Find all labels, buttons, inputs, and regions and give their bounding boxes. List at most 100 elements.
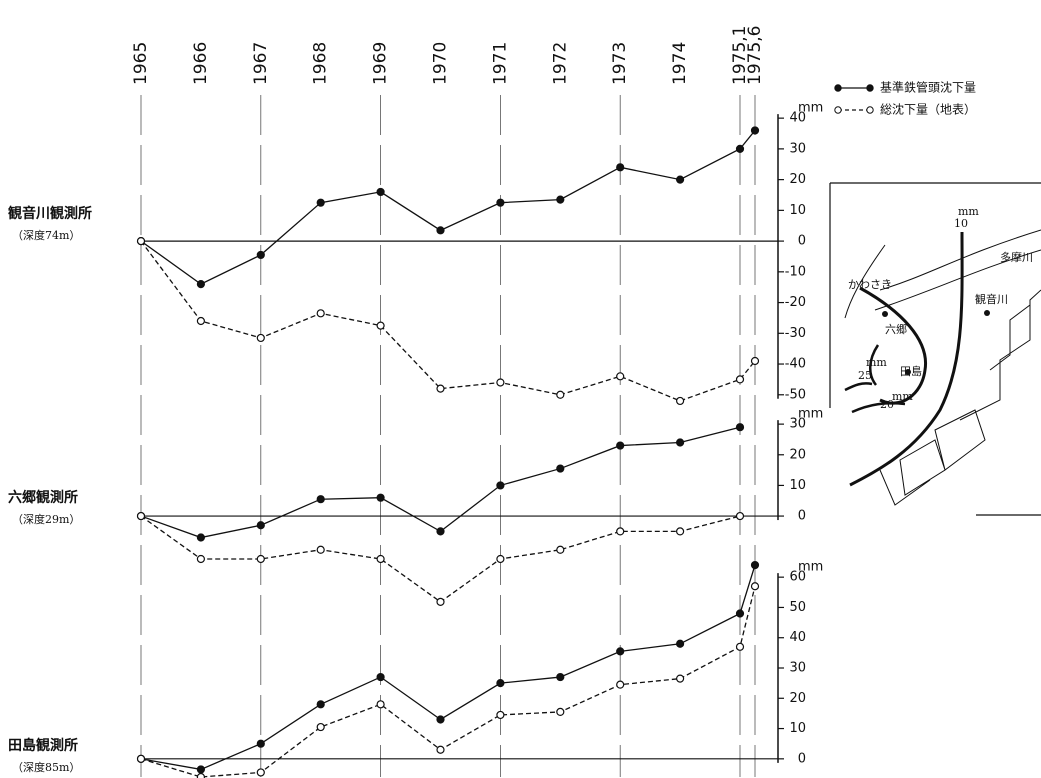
y-tick-label: 40: [789, 630, 806, 645]
point: [750, 560, 760, 570]
map-label: 多摩川: [1000, 250, 1033, 264]
point: [496, 554, 505, 564]
point: [196, 533, 205, 542]
point: [256, 554, 265, 564]
point: [735, 423, 745, 432]
y-tick-label: 10: [789, 478, 806, 493]
legend-marker: [866, 106, 874, 114]
point: [556, 672, 565, 682]
point: [256, 333, 265, 343]
y-tick-label: -20: [785, 295, 806, 310]
x-tick-label: 1965: [131, 42, 151, 85]
y-tick-label: -40: [785, 357, 806, 372]
x-tick-label: 1968: [311, 42, 331, 85]
x-tick-label: 1969: [371, 42, 391, 85]
point: [436, 226, 445, 235]
y-tick-label: 20: [789, 691, 806, 706]
point: [735, 511, 745, 521]
point: [376, 493, 385, 502]
point: [436, 384, 445, 393]
legend-label: 基準鉄管頭沈下量: [880, 80, 976, 95]
point: [675, 527, 685, 536]
point: [136, 754, 146, 763]
x-tick-label: 1967: [251, 42, 271, 85]
point: [616, 680, 625, 689]
station-depth: （深度85m）: [12, 760, 80, 774]
y-tick-label: 50: [789, 600, 806, 615]
point: [256, 521, 265, 530]
point: [616, 372, 625, 381]
map-label: 田島: [900, 364, 922, 378]
map-label: 20: [880, 398, 894, 411]
point: [256, 768, 265, 777]
point: [675, 396, 685, 406]
point: [256, 250, 265, 260]
map-label: 六郷: [885, 322, 907, 336]
point: [196, 316, 205, 326]
point: [496, 378, 505, 387]
station-title: 田島観測所: [8, 737, 78, 754]
point: [616, 163, 625, 172]
y-tick-label: 40: [789, 111, 806, 126]
station-depth: （深度29m）: [12, 512, 80, 526]
point: [436, 715, 445, 724]
point: [750, 582, 760, 591]
y-unit: mm: [798, 560, 823, 575]
x-tick-label: 1973: [610, 42, 630, 85]
x-tick-label: 1975,6: [745, 26, 765, 85]
point: [675, 175, 685, 184]
legend-label: 総沈下量（地表）: [880, 102, 976, 117]
map-label: mm: [958, 205, 979, 218]
x-tick-label: 1975,1: [730, 26, 750, 85]
point: [496, 679, 505, 688]
y-tick-label: 30: [789, 417, 806, 432]
x-tick-label: 1974: [670, 42, 690, 85]
map-point: [882, 311, 888, 317]
point: [196, 765, 205, 774]
point: [556, 464, 565, 473]
point: [496, 710, 505, 720]
series-line: [140, 564, 756, 771]
y-tick-label: 30: [789, 661, 806, 676]
point: [376, 187, 385, 197]
map-label: かわさき: [848, 278, 892, 291]
map-label: mm: [892, 390, 913, 403]
map-label: mm: [866, 356, 887, 369]
y-tick-label: 10: [789, 203, 806, 218]
point: [735, 144, 745, 153]
series-line: [140, 426, 741, 539]
point: [556, 545, 565, 554]
x-tick-label: 1972: [550, 42, 570, 85]
point: [196, 554, 205, 564]
map-label: 25: [858, 369, 872, 382]
map-point: [984, 310, 990, 316]
point: [136, 236, 146, 246]
y-tick-label: 0: [798, 234, 806, 249]
series-line: [140, 240, 756, 402]
point: [735, 609, 745, 618]
point: [675, 674, 685, 683]
y-tick-label: 60: [789, 570, 806, 585]
point: [616, 647, 625, 656]
point: [316, 700, 325, 709]
map-label: 10: [954, 217, 968, 230]
point: [436, 597, 445, 606]
point: [316, 545, 325, 554]
point: [735, 375, 745, 384]
y-tick-label: -50: [785, 387, 806, 402]
y-tick-label: 30: [789, 141, 806, 156]
y-tick-label: -10: [785, 264, 806, 279]
y-unit: mm: [798, 101, 823, 116]
point: [316, 722, 325, 732]
point: [436, 745, 445, 754]
y-tick-label: 10: [789, 721, 806, 736]
point: [496, 198, 505, 207]
point: [556, 707, 565, 717]
point: [436, 527, 445, 536]
legend-marker: [834, 106, 842, 114]
series-line: [140, 130, 756, 285]
point: [616, 527, 625, 536]
station-depth: （深度74m）: [12, 228, 80, 242]
series-line: [140, 586, 756, 778]
